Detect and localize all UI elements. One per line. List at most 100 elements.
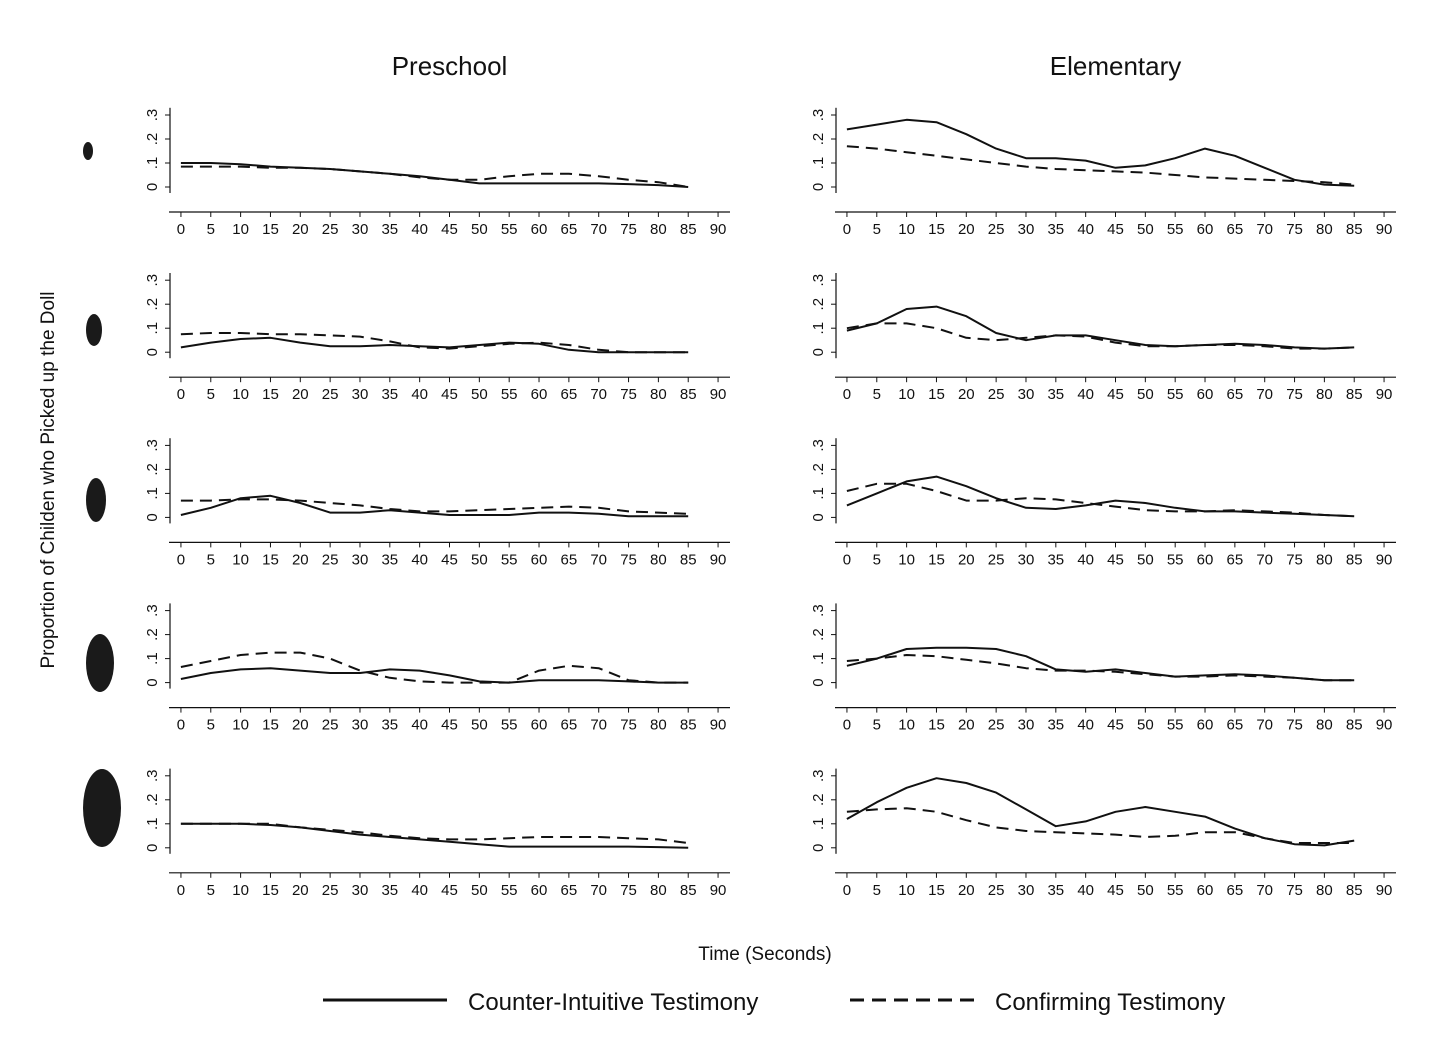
y-tick-label: .1 <box>810 487 827 500</box>
x-tick-label: 35 <box>381 221 398 238</box>
x-tick-label: 40 <box>1077 386 1094 403</box>
x-tick-label: 90 <box>710 717 727 734</box>
x-tick-label: 60 <box>1197 221 1214 238</box>
x-tick-label: 85 <box>680 717 697 734</box>
y-tick-label: 0 <box>144 678 161 686</box>
x-tick-label: 90 <box>710 221 727 238</box>
x-tick-label: 50 <box>471 717 488 734</box>
x-tick-label: 35 <box>1047 551 1064 568</box>
x-tick-label: 25 <box>322 221 339 238</box>
x-tick-label: 80 <box>1316 386 1333 403</box>
x-tick-label: 30 <box>1018 551 1035 568</box>
x-tick-label: 90 <box>710 386 727 403</box>
y-tick-label: .3 <box>810 770 827 783</box>
y-axis-label: Proportion of Childen who Picked up the … <box>38 291 59 668</box>
x-tick-label: 40 <box>1077 221 1094 238</box>
x-tick-label: 0 <box>177 882 185 899</box>
x-tick-label: 70 <box>590 717 607 734</box>
doll-icon <box>86 314 102 346</box>
y-tick-label: .1 <box>144 322 161 335</box>
y-tick-label: 0 <box>144 348 161 356</box>
y-tick-label: 0 <box>144 513 161 521</box>
x-tick-label: 10 <box>898 551 915 568</box>
x-tick-label: 50 <box>471 551 488 568</box>
solid-line <box>180 494 689 518</box>
doll-icon <box>86 478 106 522</box>
x-tick-label: 15 <box>262 386 279 403</box>
x-tick-label: 30 <box>352 386 369 403</box>
x-tick-label: 65 <box>1227 551 1244 568</box>
x-tick-label: 65 <box>561 717 578 734</box>
x-tick-label: 5 <box>207 717 215 734</box>
x-tick-label: 90 <box>1376 386 1393 403</box>
x-tick-label: 5 <box>873 221 881 238</box>
x-tick-label: 90 <box>1376 717 1393 734</box>
y-tick-label: .2 <box>144 628 161 641</box>
solid-line <box>846 475 1355 518</box>
y-tick-label: 0 <box>810 348 827 356</box>
x-axis-label: Time (Seconds) <box>698 944 831 965</box>
x-tick-label: 30 <box>352 221 369 238</box>
x-tick-label: 25 <box>988 882 1005 899</box>
x-tick-label: 20 <box>958 882 975 899</box>
x-tick-label: 45 <box>441 386 458 403</box>
x-tick-label: 15 <box>262 882 279 899</box>
x-tick-label: 55 <box>501 551 518 568</box>
y-tick-label: .2 <box>810 628 827 641</box>
x-tick-label: 60 <box>531 882 548 899</box>
panel-title: Elementary <box>1050 51 1182 81</box>
y-tick-label: .1 <box>144 652 161 665</box>
x-tick-label: 40 <box>1077 551 1094 568</box>
y-tick-label: .2 <box>144 133 161 146</box>
x-tick-label: 85 <box>680 882 697 899</box>
x-tick-label: 50 <box>471 221 488 238</box>
x-tick-label: 65 <box>561 551 578 568</box>
y-tick-label: .1 <box>144 157 161 170</box>
x-tick-label: 40 <box>411 551 428 568</box>
x-tick-label: 20 <box>292 551 309 568</box>
x-tick-label: 55 <box>501 386 518 403</box>
y-tick-label: .2 <box>144 794 161 807</box>
x-tick-label: 10 <box>898 882 915 899</box>
x-tick-label: 10 <box>232 386 249 403</box>
x-tick-label: 60 <box>1197 551 1214 568</box>
x-tick-label: 65 <box>1227 221 1244 238</box>
y-tick-label: 0 <box>810 513 827 521</box>
x-tick-label: 85 <box>680 551 697 568</box>
x-tick-label: 80 <box>650 551 667 568</box>
x-tick-label: 40 <box>411 717 428 734</box>
y-tick-label: .1 <box>810 322 827 335</box>
x-tick-label: 70 <box>1256 551 1273 568</box>
x-tick-label: 10 <box>232 882 249 899</box>
y-tick-label: .2 <box>810 794 827 807</box>
dashed-line <box>846 322 1355 350</box>
x-tick-label: 80 <box>650 221 667 238</box>
x-tick-label: 25 <box>322 386 339 403</box>
x-tick-label: 20 <box>292 221 309 238</box>
x-tick-label: 70 <box>1256 717 1273 734</box>
x-tick-label: 50 <box>471 386 488 403</box>
x-tick-label: 0 <box>177 221 185 238</box>
x-tick-label: 75 <box>1286 221 1303 238</box>
dashed-line <box>180 651 689 684</box>
y-tick-label: .1 <box>144 487 161 500</box>
x-tick-label: 15 <box>262 551 279 568</box>
y-tick-label: .3 <box>144 439 161 452</box>
x-tick-label: 70 <box>1256 882 1273 899</box>
dashed-line <box>846 145 1355 186</box>
x-tick-label: 5 <box>207 221 215 238</box>
x-tick-label: 25 <box>988 717 1005 734</box>
x-tick-label: 80 <box>1316 551 1333 568</box>
x-tick-label: 75 <box>620 221 637 238</box>
x-tick-label: 20 <box>958 221 975 238</box>
legend-label: Counter-Intuitive Testimony <box>468 989 758 1016</box>
x-tick-label: 10 <box>232 551 249 568</box>
x-tick-label: 0 <box>843 717 851 734</box>
x-tick-label: 65 <box>561 386 578 403</box>
x-tick-label: 50 <box>1137 717 1154 734</box>
x-tick-label: 30 <box>352 882 369 899</box>
dashed-line <box>846 482 1355 518</box>
dashed-line <box>180 498 689 515</box>
x-tick-label: 60 <box>1197 717 1214 734</box>
x-tick-label: 80 <box>650 717 667 734</box>
